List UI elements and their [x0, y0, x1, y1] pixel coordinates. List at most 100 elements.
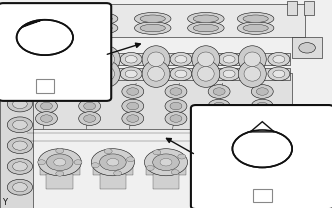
- Ellipse shape: [148, 52, 164, 67]
- Ellipse shape: [192, 60, 220, 87]
- Ellipse shape: [42, 60, 70, 87]
- Circle shape: [244, 149, 287, 176]
- Ellipse shape: [193, 24, 218, 32]
- Circle shape: [213, 88, 225, 95]
- Circle shape: [246, 154, 254, 159]
- Circle shape: [7, 179, 33, 195]
- Ellipse shape: [38, 12, 75, 25]
- Circle shape: [202, 152, 210, 157]
- Ellipse shape: [81, 22, 118, 34]
- Circle shape: [223, 70, 235, 78]
- Circle shape: [251, 99, 273, 113]
- Circle shape: [208, 112, 230, 125]
- Ellipse shape: [44, 24, 69, 32]
- Ellipse shape: [98, 67, 115, 81]
- Bar: [46, 174, 73, 189]
- Circle shape: [13, 162, 27, 171]
- Circle shape: [41, 102, 52, 110]
- Ellipse shape: [142, 60, 170, 87]
- Bar: [206, 174, 232, 189]
- Circle shape: [38, 160, 45, 165]
- Circle shape: [120, 52, 142, 66]
- Circle shape: [122, 85, 144, 98]
- Circle shape: [278, 166, 286, 171]
- Bar: [146, 163, 186, 175]
- Circle shape: [260, 158, 272, 166]
- Bar: [100, 174, 126, 189]
- FancyBboxPatch shape: [191, 105, 332, 208]
- Circle shape: [127, 102, 139, 110]
- Circle shape: [206, 154, 232, 171]
- Circle shape: [165, 85, 187, 98]
- Circle shape: [228, 168, 236, 173]
- Ellipse shape: [44, 15, 69, 22]
- Circle shape: [36, 112, 57, 125]
- Circle shape: [69, 67, 91, 81]
- Circle shape: [74, 160, 82, 165]
- Circle shape: [144, 149, 188, 176]
- Circle shape: [127, 88, 139, 95]
- Circle shape: [127, 115, 139, 122]
- Circle shape: [268, 67, 290, 81]
- Circle shape: [252, 154, 279, 171]
- Circle shape: [84, 115, 96, 122]
- Ellipse shape: [243, 24, 268, 32]
- Ellipse shape: [92, 46, 120, 73]
- Bar: [0, 83, 33, 208]
- Circle shape: [208, 99, 230, 113]
- Circle shape: [202, 168, 210, 173]
- Ellipse shape: [142, 46, 170, 73]
- Circle shape: [256, 88, 268, 95]
- Circle shape: [7, 117, 33, 133]
- Ellipse shape: [140, 15, 165, 22]
- Circle shape: [273, 70, 285, 78]
- Circle shape: [100, 154, 126, 171]
- Bar: [36, 79, 54, 93]
- Ellipse shape: [42, 46, 70, 73]
- Bar: [287, 1, 297, 15]
- Circle shape: [79, 112, 101, 125]
- Bar: [252, 174, 279, 189]
- Circle shape: [223, 56, 235, 63]
- Circle shape: [13, 120, 27, 129]
- Circle shape: [7, 158, 33, 174]
- Ellipse shape: [244, 52, 261, 67]
- Circle shape: [125, 56, 137, 63]
- Circle shape: [104, 149, 112, 154]
- Circle shape: [79, 99, 101, 113]
- Circle shape: [7, 138, 33, 154]
- Circle shape: [84, 102, 96, 110]
- Circle shape: [91, 149, 134, 176]
- Polygon shape: [22, 20, 42, 27]
- Circle shape: [54, 158, 66, 166]
- Bar: [27, 4, 305, 37]
- Ellipse shape: [87, 15, 112, 22]
- Circle shape: [56, 171, 64, 176]
- Ellipse shape: [237, 12, 274, 25]
- Circle shape: [122, 112, 144, 125]
- Circle shape: [299, 43, 315, 53]
- Circle shape: [74, 56, 86, 63]
- Circle shape: [69, 52, 91, 66]
- Circle shape: [256, 115, 268, 122]
- Circle shape: [22, 52, 44, 66]
- Ellipse shape: [188, 22, 224, 34]
- Circle shape: [228, 152, 236, 157]
- Circle shape: [271, 150, 279, 155]
- Circle shape: [41, 88, 52, 95]
- Circle shape: [13, 141, 27, 150]
- Circle shape: [213, 115, 225, 122]
- Circle shape: [160, 158, 172, 166]
- Circle shape: [273, 56, 285, 63]
- Circle shape: [84, 88, 96, 95]
- Circle shape: [153, 154, 179, 171]
- Circle shape: [170, 102, 182, 110]
- Circle shape: [56, 148, 64, 153]
- Ellipse shape: [238, 60, 266, 87]
- Circle shape: [107, 158, 119, 166]
- Ellipse shape: [140, 24, 165, 32]
- Circle shape: [198, 149, 241, 176]
- Circle shape: [27, 56, 39, 63]
- Ellipse shape: [243, 15, 268, 22]
- Polygon shape: [250, 122, 274, 132]
